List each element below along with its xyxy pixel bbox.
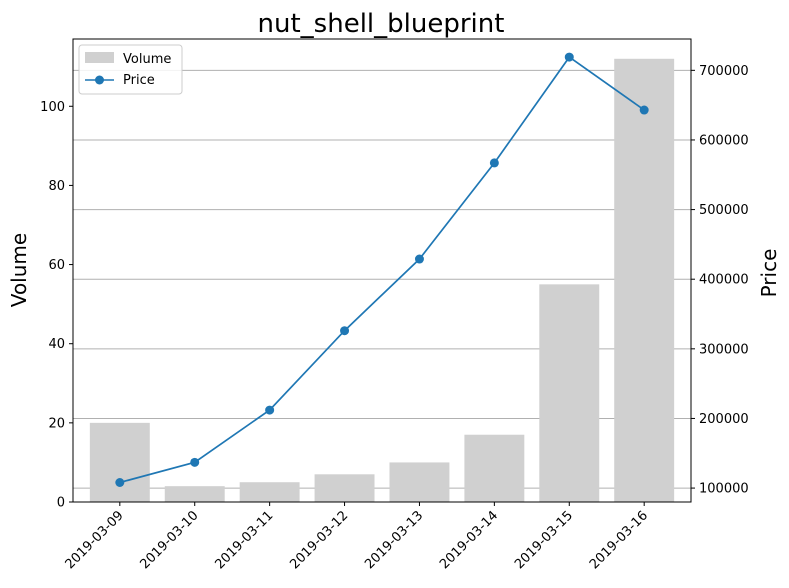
volume-bar — [614, 58, 675, 503]
legend-swatch-volume — [85, 52, 114, 63]
left-axis-label: Volume — [7, 233, 31, 307]
right-tick-label: 100000 — [699, 482, 749, 497]
left-tick-label: 60 — [48, 258, 65, 273]
price-series-line — [119, 55, 645, 484]
x-tick-label: 2019-03-16 — [587, 508, 651, 572]
x-tick-label: 2019-03-12 — [287, 508, 351, 572]
right-tick-label: 700000 — [699, 64, 749, 79]
volume-bar — [164, 486, 225, 502]
volume-bar — [539, 284, 600, 502]
x-tick-label: 2019-03-09 — [63, 508, 127, 572]
price-point — [564, 52, 574, 62]
chart-title: nut_shell_blueprint — [258, 9, 505, 39]
volume-bar — [239, 482, 300, 502]
left-tick-label: 100 — [40, 100, 65, 115]
volume-bar — [314, 474, 375, 502]
right-axis-ticks: 100000 200000 300000 400000 500000 600000 7000… — [691, 64, 749, 497]
right-tick-label: 500000 — [699, 203, 749, 218]
x-tick-label: 2019-03-10 — [138, 508, 202, 572]
price-point — [639, 105, 649, 115]
price-line — [115, 52, 649, 488]
volume-bars — [89, 58, 675, 503]
legend-label-volume: Volume — [123, 52, 171, 67]
legend-label-price: Price — [123, 73, 155, 88]
right-tick-label: 600000 — [699, 133, 749, 148]
x-tick-label: 2019-03-13 — [362, 508, 426, 572]
left-tick-label: 80 — [48, 179, 65, 194]
left-tick-label: 20 — [48, 416, 65, 431]
legend-marker-price — [95, 75, 104, 85]
left-axis-ticks: 0 20 40 60 80 100 — [40, 100, 73, 511]
legend: Volume Price — [78, 44, 183, 95]
volume-bar — [389, 462, 450, 502]
left-tick-label: 40 — [48, 337, 65, 352]
x-tick-label: 2019-03-11 — [212, 508, 276, 572]
right-axis-label: Price — [757, 249, 781, 298]
price-point — [115, 478, 125, 488]
right-tick-label: 300000 — [699, 342, 749, 357]
plot-frame — [72, 38, 692, 503]
price-point — [265, 405, 275, 415]
price-point — [414, 254, 424, 264]
volume-bar — [464, 434, 525, 502]
left-tick-label: 0 — [57, 496, 65, 511]
volume-bar — [89, 422, 150, 502]
right-tick-label: 200000 — [699, 412, 749, 427]
x-axis-ticks: 2019-03-09 2019-03-10 2019-03-11 2019-03-12… — [63, 502, 651, 572]
right-tick-label: 400000 — [699, 273, 749, 288]
price-point — [190, 457, 200, 467]
x-tick-label: 2019-03-14 — [437, 508, 501, 572]
price-point — [340, 326, 350, 336]
x-tick-label: 2019-03-15 — [512, 508, 576, 572]
price-point — [489, 158, 499, 168]
